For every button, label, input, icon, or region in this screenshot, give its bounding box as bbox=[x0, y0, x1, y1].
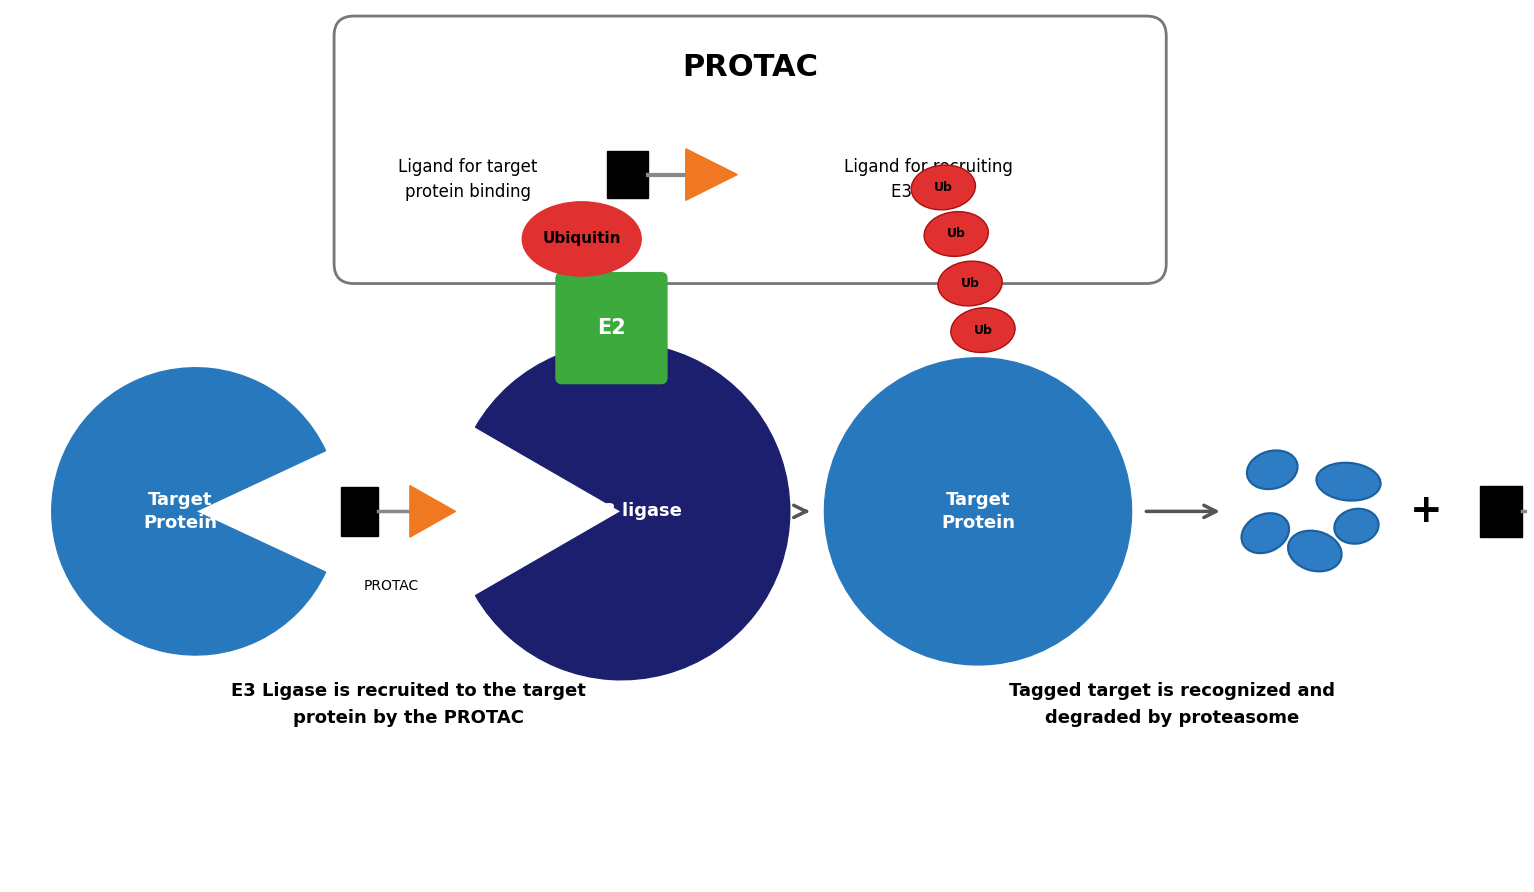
FancyBboxPatch shape bbox=[334, 16, 1166, 284]
Bar bbox=[1480, 485, 1522, 537]
Text: Ub: Ub bbox=[946, 227, 966, 241]
FancyBboxPatch shape bbox=[555, 273, 667, 384]
Text: Target
Protein: Target Protein bbox=[144, 491, 218, 533]
Text: Ub: Ub bbox=[960, 277, 980, 290]
Bar bbox=[606, 151, 649, 198]
Ellipse shape bbox=[1335, 508, 1379, 544]
Text: Ub: Ub bbox=[934, 181, 953, 194]
Text: Ub: Ub bbox=[974, 324, 992, 336]
Text: PROTAC: PROTAC bbox=[364, 579, 419, 592]
Ellipse shape bbox=[1316, 463, 1381, 500]
Polygon shape bbox=[410, 485, 456, 537]
Ellipse shape bbox=[522, 202, 641, 277]
Text: E3 ligase: E3 ligase bbox=[591, 502, 681, 520]
Ellipse shape bbox=[911, 165, 976, 210]
Text: Tagged target is recognized and
degraded by proteasome: Tagged target is recognized and degraded… bbox=[1009, 682, 1335, 727]
Ellipse shape bbox=[1241, 513, 1289, 553]
Ellipse shape bbox=[1247, 450, 1298, 489]
Circle shape bbox=[824, 358, 1132, 665]
Bar bbox=[341, 487, 379, 536]
Ellipse shape bbox=[1289, 531, 1342, 572]
Wedge shape bbox=[476, 343, 790, 680]
Text: PROTAC: PROTAC bbox=[683, 53, 818, 82]
Ellipse shape bbox=[937, 261, 1002, 306]
Text: E3 Ligase is recruited to the target
protein by the PROTAC: E3 Ligase is recruited to the target pro… bbox=[232, 682, 586, 727]
Text: Ligand for recruiting
E3 ligase: Ligand for recruiting E3 ligase bbox=[844, 158, 1012, 201]
Text: Ubiquitin: Ubiquitin bbox=[543, 231, 621, 246]
Text: Ligand for target
protein binding: Ligand for target protein binding bbox=[399, 158, 537, 201]
Text: +: + bbox=[1410, 492, 1442, 531]
Ellipse shape bbox=[923, 211, 988, 256]
Text: Target
Protein: Target Protein bbox=[940, 491, 1016, 533]
Wedge shape bbox=[52, 368, 325, 655]
Polygon shape bbox=[686, 149, 738, 201]
Ellipse shape bbox=[951, 308, 1016, 352]
Text: E2: E2 bbox=[597, 318, 626, 338]
